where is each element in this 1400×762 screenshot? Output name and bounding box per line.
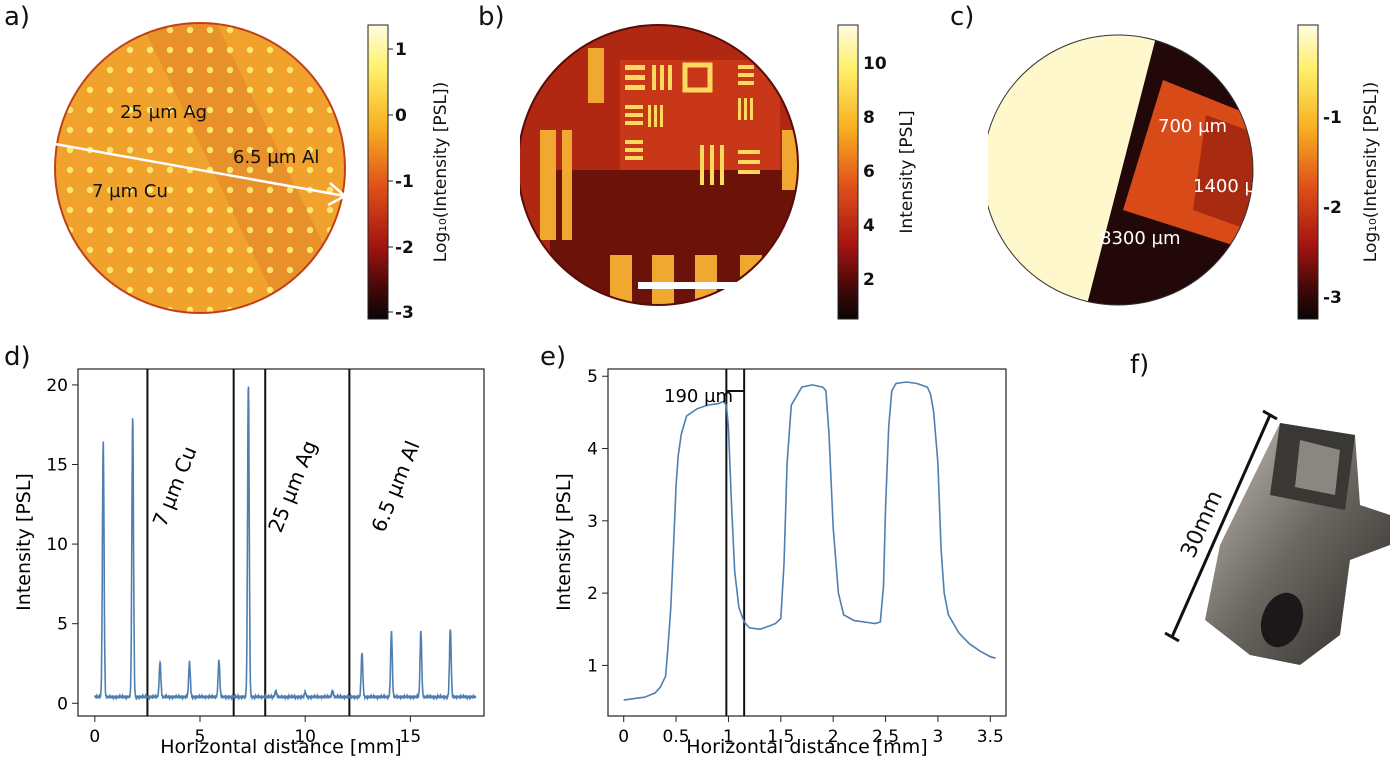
x-tick-label: 2.5 — [872, 727, 899, 747]
cbar-a-label: Log₁₀(Intensity [PSL]) — [431, 82, 451, 262]
cbar-c-label: Log₁₀(Intensity [PSL]) — [1361, 82, 1381, 262]
panel-d-label: d) — [4, 342, 31, 372]
colorbar-b — [837, 24, 859, 320]
colorbar-a — [367, 24, 389, 320]
x-tick-label: 0 — [89, 727, 100, 747]
y-axis-label: Intensity [PSL] — [553, 473, 575, 611]
cbar-a-tick: -2 — [395, 238, 414, 258]
cbar-a-tick: -3 — [395, 303, 414, 323]
series-line — [94, 386, 477, 702]
label-al: 6.5 µm Al — [233, 147, 319, 168]
region-label: 7 µm Cu — [148, 443, 202, 530]
label-ag: 25 µm Ag — [120, 102, 207, 123]
label-8300: 8300 µm — [1100, 228, 1181, 249]
plot-frame — [607, 368, 1007, 717]
x-tick-label: 5 — [195, 727, 206, 747]
cbar-c-tick: -3 — [1323, 288, 1342, 308]
panel-f-photo: 30mm — [1164, 409, 1390, 665]
x-tick-label: 0 — [618, 727, 629, 747]
series-line — [623, 381, 996, 701]
cbar-b-tick: 10 — [863, 54, 887, 74]
annotation-190um: 190 µm — [664, 386, 733, 407]
y-tick-label: 1 — [587, 656, 598, 676]
cbar-c-tick: -1 — [1323, 108, 1342, 128]
y-tick-label: 5 — [587, 367, 598, 387]
cbar-b-tick: 8 — [863, 108, 875, 128]
colorbar-c — [1297, 24, 1319, 320]
y-tick-label: 5 — [57, 615, 68, 635]
scale-bar — [638, 282, 760, 289]
label-cu: 7 µm Cu — [92, 181, 168, 202]
label-700: 700 µm — [1158, 116, 1227, 137]
x-tick-label: 3 — [933, 727, 944, 747]
panel-c-image: 700 µm 1400 µm 8300 µm -1 -2 -3 Log₁₀(In… — [988, 24, 1381, 320]
cbar-a-tick: 0 — [395, 106, 407, 126]
cbar-a-tick: -1 — [395, 172, 414, 192]
label-1400: 1400 µm — [1193, 176, 1274, 197]
panel-b-image: 10 8 6 4 2 Intensity [PSL] — [520, 24, 917, 320]
cbar-a-tick: 1 — [395, 40, 407, 60]
x-tick-label: 0.5 — [663, 727, 690, 747]
x-axis-label: Horizontal distance [mm] — [686, 736, 927, 758]
y-tick-label: 4 — [587, 440, 598, 460]
cbar-b-label: Intensity [PSL] — [897, 110, 917, 233]
panel-e-label: e) — [540, 342, 567, 372]
panel-a-label: a) — [4, 2, 31, 32]
scale-line — [1170, 414, 1272, 638]
x-axis-label: Horizontal distance [mm] — [160, 736, 401, 758]
x-tick-label: 10 — [294, 727, 316, 747]
x-tick-label: 1 — [723, 727, 734, 747]
y-tick-label: 20 — [46, 376, 68, 396]
x-tick-label: 15 — [400, 727, 422, 747]
y-tick-label: 15 — [46, 456, 68, 476]
cbar-c-tick: -2 — [1323, 198, 1342, 218]
x-tick-label: 2 — [828, 727, 839, 747]
region-label: 6.5 µm Al — [366, 437, 424, 535]
cbar-b-tick: 4 — [863, 216, 875, 236]
y-axis-label: Intensity [PSL] — [13, 473, 35, 611]
plot-frame — [77, 368, 485, 717]
y-tick-label: 3 — [587, 512, 598, 532]
panel-c-label: c) — [950, 2, 975, 32]
y-tick-label: 2 — [587, 584, 598, 604]
region-label: 25 µm Ag — [263, 437, 321, 536]
cbar-b-tick: 2 — [863, 270, 875, 290]
panel-b-label: b) — [478, 2, 505, 32]
x-tick-label: 3.5 — [977, 727, 1004, 747]
x-tick-label: 1.5 — [767, 727, 794, 747]
chart-e: 0 0.5 1 1.5 2 2.5 3 3.5 1 2 3 4 5 190 µm Horizontal … — [553, 367, 1007, 758]
profile-arrow — [54, 142, 346, 198]
panel-a-image: 25 µm Ag 6.5 µm Al 7 µm Cu 1 0 -1 -2 -3 … — [54, 22, 451, 323]
panel-f-label: f) — [1130, 350, 1150, 380]
y-tick-label: 0 — [57, 694, 68, 714]
y-tick-label: 10 — [46, 535, 68, 555]
cbar-b-tick: 6 — [863, 162, 875, 182]
